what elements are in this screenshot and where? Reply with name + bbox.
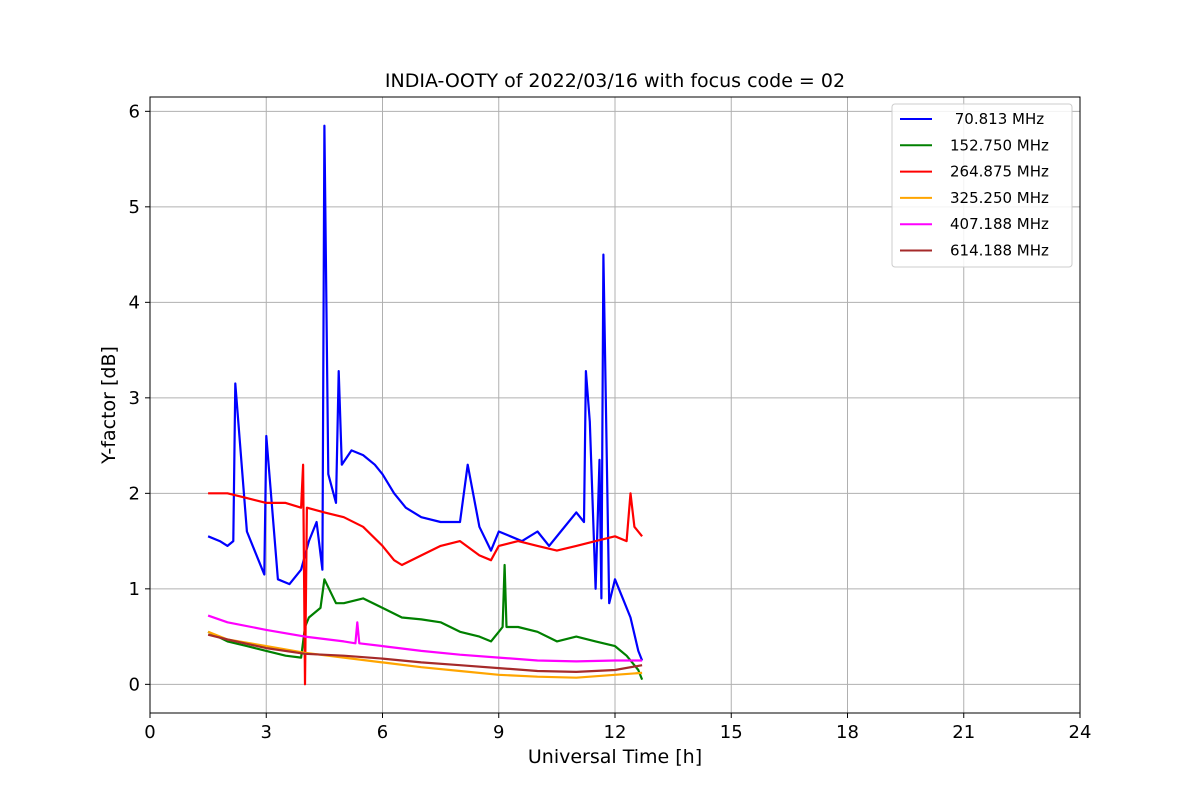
y-tick-label: 2 — [129, 483, 140, 504]
y-tick-label: 1 — [129, 579, 140, 600]
legend-box — [891, 103, 1073, 268]
legend: 70.813 MHz 152.750 MHz 264.875 MHz 325.250 … — [891, 103, 1073, 268]
x-tick-label: 0 — [144, 722, 155, 743]
x-axis-label: Universal Time [h] — [528, 746, 702, 768]
x-tick-label: 24 — [1069, 722, 1092, 743]
legend-label: 407.188 MHz — [950, 215, 1049, 233]
legend-label: 152.750 MHz — [950, 136, 1049, 154]
x-tick-label: 3 — [261, 722, 272, 743]
series-line-3 — [207, 630, 643, 679]
y-tick-label: 4 — [129, 292, 140, 313]
x-tick-label: 9 — [493, 722, 504, 743]
y-axis-label: Y-factor [dB] — [98, 346, 120, 465]
legend-label: 70.813 MHz — [950, 110, 1044, 128]
y-tick-label: 6 — [129, 101, 140, 122]
series-line-0 — [207, 124, 644, 661]
y-tick-label: 5 — [129, 197, 140, 218]
series-line-2 — [208, 463, 643, 686]
legend-label: 325.250 MHz — [950, 189, 1049, 207]
series-line-5 — [207, 633, 643, 674]
x-tick-label: 15 — [720, 722, 743, 743]
x-tick-label: 12 — [604, 722, 627, 743]
series-line-4 — [207, 614, 643, 663]
series-line-1 — [207, 563, 644, 681]
legend-label: 264.875 MHz — [950, 163, 1049, 181]
x-tick-label: 6 — [377, 722, 388, 743]
x-tick-label: 18 — [836, 722, 859, 743]
x-tick-label: 21 — [952, 722, 975, 743]
chart-title: INDIA-OOTY of 2022/03/16 with focus code… — [385, 70, 845, 92]
legend-label: 614.188 MHz — [950, 242, 1049, 260]
plot-series — [207, 124, 644, 686]
y-tick-label: 0 — [129, 674, 140, 695]
y-tick-label: 3 — [129, 388, 140, 409]
